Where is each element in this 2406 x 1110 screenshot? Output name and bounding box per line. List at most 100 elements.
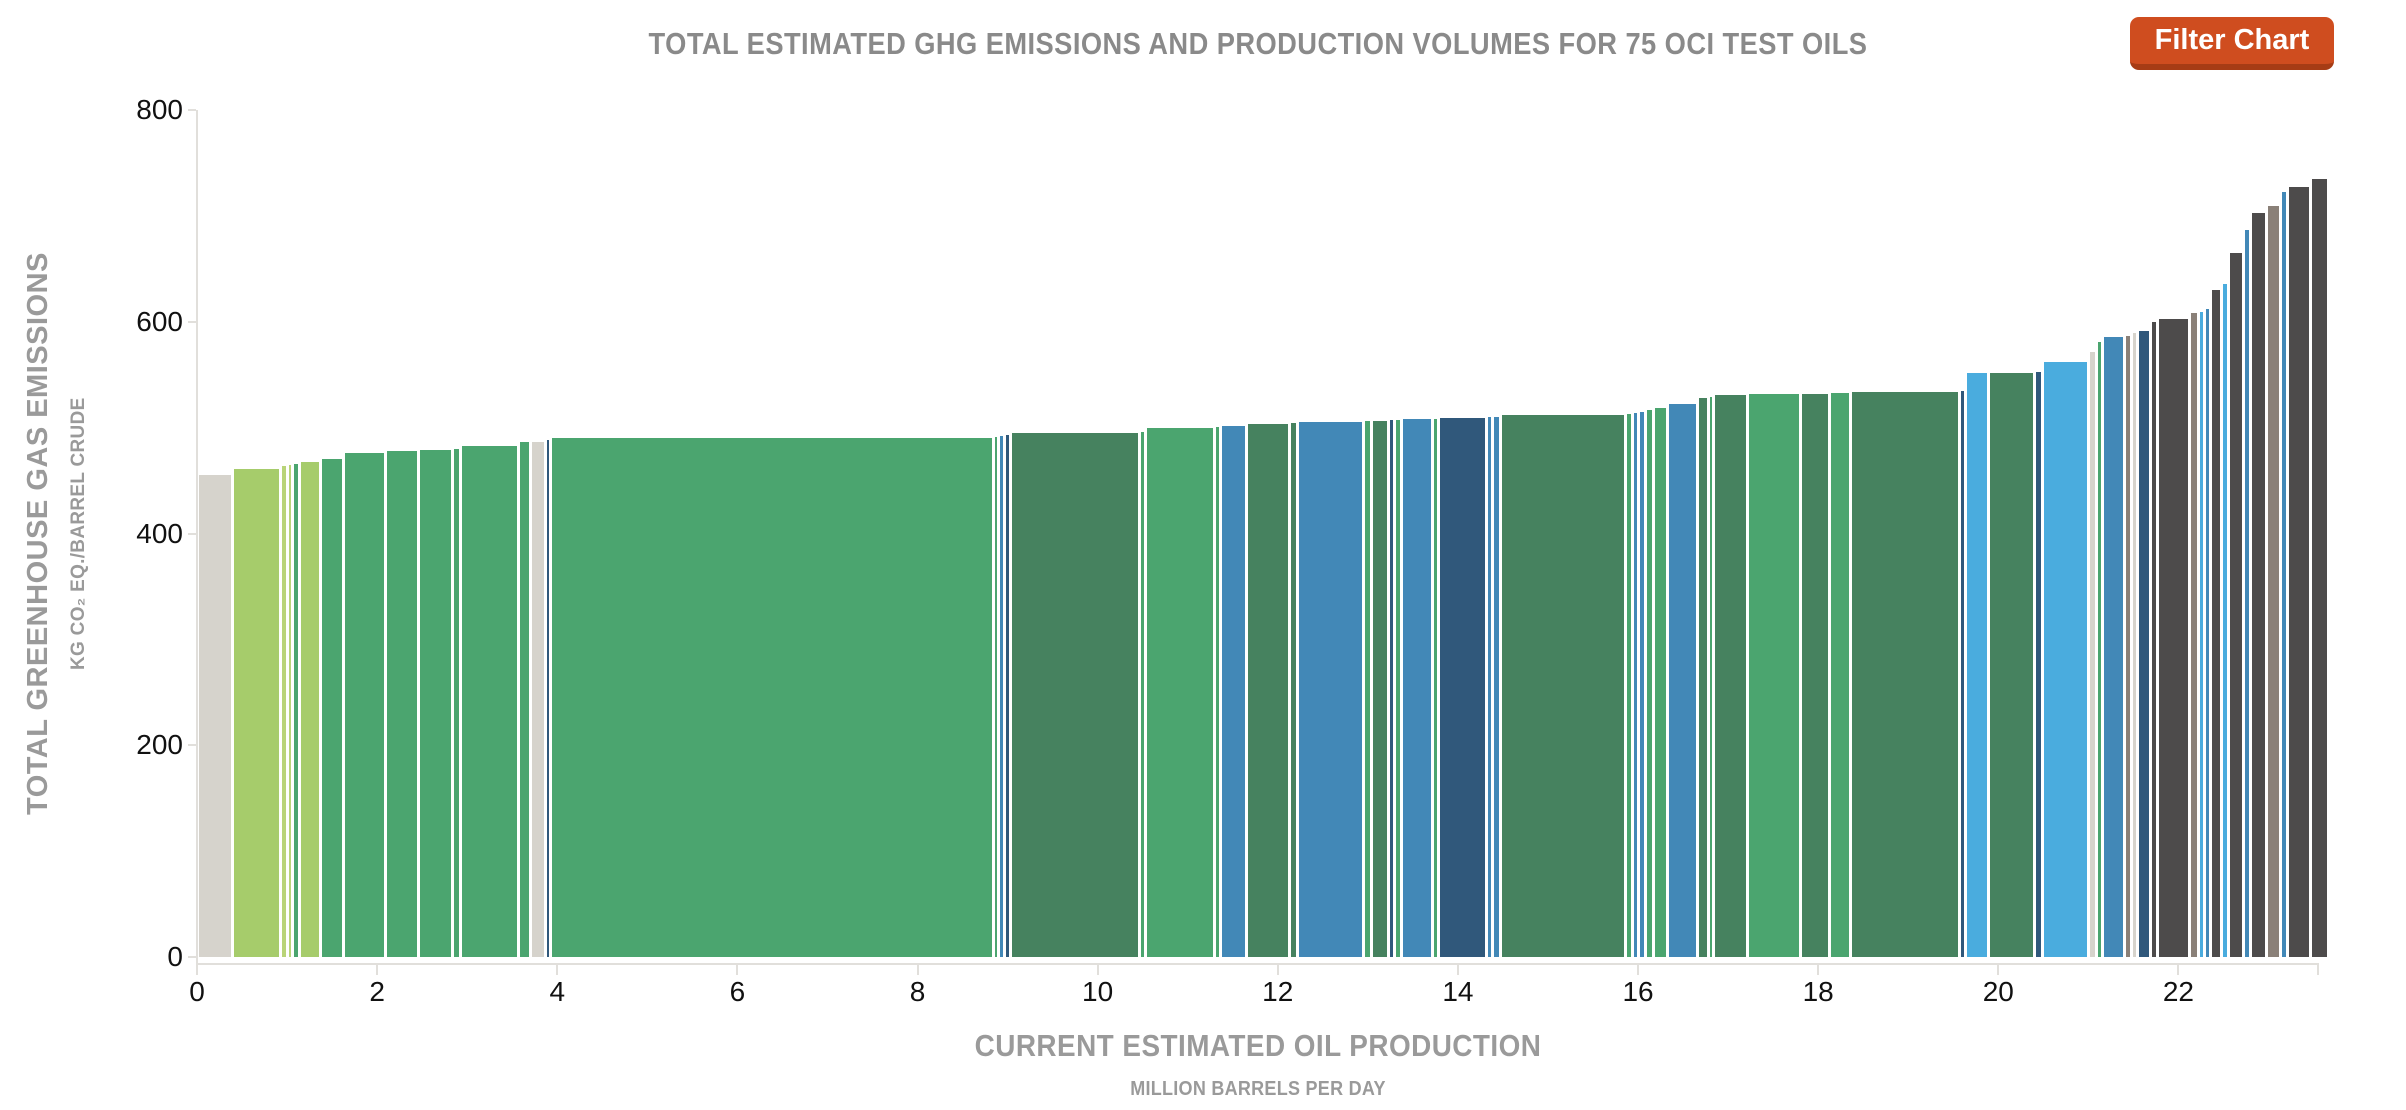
oil-bar[interactable]: [1488, 417, 1491, 957]
oil-bar[interactable]: [1831, 393, 1849, 957]
oil-bar[interactable]: [2104, 337, 2123, 957]
x-tick-mark: [2317, 963, 2319, 975]
oil-bar[interactable]: [420, 450, 451, 957]
oil-bar[interactable]: [1006, 435, 1009, 957]
oil-bar[interactable]: [2159, 319, 2188, 957]
oil-bar[interactable]: [2282, 192, 2286, 957]
oil-bar[interactable]: [1440, 418, 1485, 957]
oil-bar[interactable]: [1715, 395, 1746, 957]
oil-bar[interactable]: [294, 464, 298, 957]
x-tick-mark: [1637, 963, 1640, 975]
oil-bar[interactable]: [2289, 187, 2309, 957]
oil-bar[interactable]: [2139, 331, 2149, 957]
oil-bar[interactable]: [1852, 392, 1958, 957]
oil-bar[interactable]: [2090, 352, 2095, 957]
oil-bar[interactable]: [1248, 424, 1288, 957]
oil-bar[interactable]: [1147, 428, 1213, 957]
plot-area: [197, 110, 2327, 957]
oil-bar[interactable]: [1494, 417, 1499, 957]
oil-bar[interactable]: [1669, 404, 1696, 957]
oil-bar[interactable]: [1647, 410, 1652, 957]
oil-bar[interactable]: [2133, 333, 2136, 957]
x-tick-mark: [556, 963, 559, 975]
oil-bar[interactable]: [322, 459, 342, 957]
oil-bar[interactable]: [552, 438, 992, 957]
x-tick-mark: [196, 963, 198, 975]
oil-bar[interactable]: [2126, 336, 2130, 957]
y-axis-line: [196, 110, 198, 975]
oil-bar[interactable]: [1802, 394, 1828, 957]
oil-bar[interactable]: [1403, 419, 1431, 957]
oil-bar[interactable]: [995, 437, 997, 957]
oil-bar[interactable]: [199, 475, 231, 957]
oil-bar[interactable]: [1990, 373, 2033, 957]
oil-bar[interactable]: [2152, 322, 2156, 957]
oil-bar[interactable]: [234, 469, 279, 957]
oil-bar[interactable]: [2036, 372, 2041, 957]
oil-bar[interactable]: [1216, 427, 1219, 957]
oil-bar[interactable]: [520, 442, 529, 957]
oil-bar[interactable]: [2245, 230, 2249, 957]
oil-bar[interactable]: [1634, 413, 1637, 957]
oil-bar[interactable]: [2191, 313, 2197, 957]
x-tick-label: 6: [729, 976, 746, 1007]
y-tick-mark: [188, 956, 196, 958]
oil-bar[interactable]: [1222, 426, 1245, 957]
oil-bar[interactable]: [2230, 253, 2242, 957]
oil-bar[interactable]: [1000, 436, 1003, 957]
x-tick-mark: [736, 963, 739, 975]
oil-bar[interactable]: [282, 466, 286, 957]
oil-bar[interactable]: [1141, 432, 1144, 957]
oil-bar[interactable]: [1291, 423, 1296, 957]
oil-bar[interactable]: [1365, 421, 1370, 957]
oil-bar[interactable]: [1373, 421, 1387, 957]
oil-bar[interactable]: [2312, 179, 2327, 957]
oil-bar[interactable]: [547, 440, 549, 957]
oil-bar[interactable]: [2268, 206, 2279, 957]
oil-bar[interactable]: [301, 462, 319, 957]
x-tick-mark: [1817, 963, 1820, 975]
oil-bar[interactable]: [1640, 412, 1644, 957]
oil-bar[interactable]: [532, 442, 544, 957]
oil-bar[interactable]: [1967, 373, 1987, 957]
y-axis-subtitle: KG CO₂ EQ./BARREL CRUDE: [68, 397, 89, 670]
x-tick-mark: [916, 963, 919, 975]
oil-bar[interactable]: [1627, 414, 1631, 957]
oil-bar[interactable]: [289, 465, 291, 957]
oil-bar[interactable]: [454, 449, 459, 957]
oil-bar[interactable]: [2098, 342, 2101, 957]
oil-bar[interactable]: [1390, 420, 1393, 957]
oil-bar[interactable]: [345, 453, 384, 957]
y-tick-mark: [188, 109, 196, 111]
x-tick-label: 12: [1262, 976, 1294, 1007]
y-axis-title: TOTAL GREENHOUSE GAS EMISSIONS: [22, 252, 54, 815]
x-tick-label: 20: [1982, 976, 2014, 1007]
oil-bar[interactable]: [1655, 408, 1666, 957]
x-tick-label: 0: [189, 976, 205, 1007]
oil-bar[interactable]: [2206, 309, 2209, 957]
x-tick-label: 18: [1802, 976, 1834, 1007]
x-axis-line: [196, 963, 2318, 965]
oil-bar[interactable]: [1710, 397, 1712, 957]
oil-bar[interactable]: [2212, 290, 2220, 957]
oil-bar[interactable]: [1012, 433, 1138, 957]
y-tick-mark: [188, 532, 196, 535]
oil-bar[interactable]: [1699, 398, 1707, 957]
oil-bar[interactable]: [2044, 362, 2087, 957]
oil-bar[interactable]: [1961, 391, 1964, 957]
oil-bar[interactable]: [2200, 312, 2203, 957]
x-tick-mark: [1096, 963, 1099, 975]
oil-bar[interactable]: [1396, 420, 1400, 957]
oil-bar[interactable]: [1502, 415, 1624, 957]
y-tick-label: 800: [136, 94, 183, 125]
oil-bar[interactable]: [1299, 422, 1362, 957]
oil-bar[interactable]: [1434, 419, 1437, 957]
oil-bar[interactable]: [387, 451, 417, 957]
filter-chart-button[interactable]: Filter Chart: [2130, 17, 2334, 70]
x-tick-mark: [376, 963, 379, 975]
oil-bar[interactable]: [2252, 213, 2265, 957]
oil-bar[interactable]: [462, 446, 517, 957]
oil-bar[interactable]: [2223, 284, 2227, 957]
x-axis-subtitle: MILLION BARRELS PER DAY: [1130, 1078, 1386, 1100]
oil-bar[interactable]: [1749, 394, 1799, 957]
